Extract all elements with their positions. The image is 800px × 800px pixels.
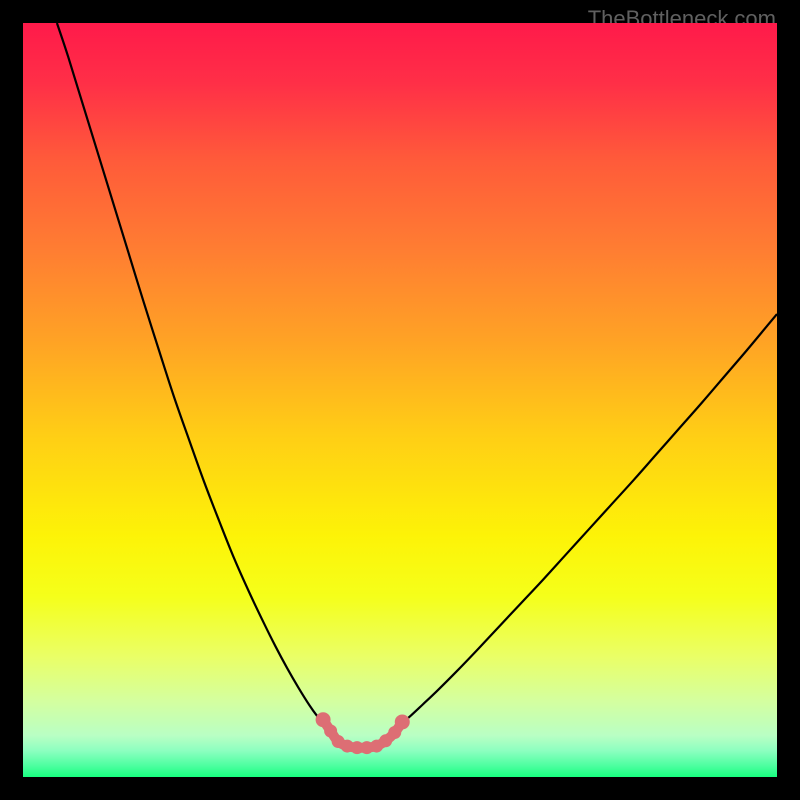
bottom-marker: [395, 714, 410, 729]
plot-area: [23, 23, 777, 777]
chart-frame: TheBottleneck.com: [0, 0, 800, 800]
gradient-background: [23, 23, 777, 777]
bottleneck-chart: [23, 23, 777, 777]
bottom-marker: [324, 725, 337, 738]
